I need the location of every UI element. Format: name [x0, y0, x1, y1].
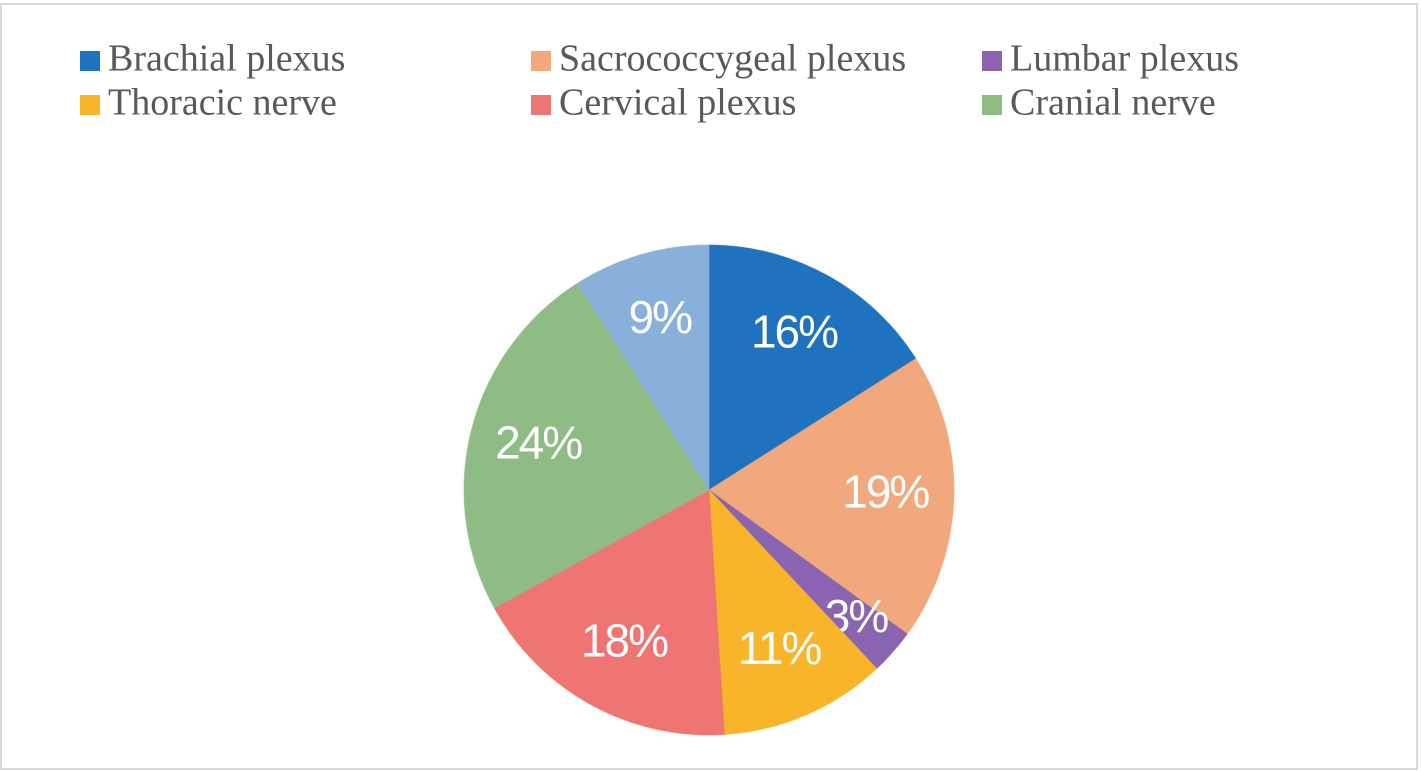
pie-slice: [708, 244, 917, 491]
legend-label: Lumbar plexus: [1010, 38, 1239, 80]
data-label: 18%: [581, 615, 668, 667]
pie-slice: [708, 358, 955, 635]
legend-swatch: [982, 95, 1002, 115]
legend-label: Brachial plexus: [108, 38, 345, 80]
pie-slice: [463, 282, 710, 609]
legend-swatch: [80, 95, 100, 115]
legend-swatch: [531, 95, 551, 115]
data-label: 9%: [629, 291, 693, 343]
legend-swatch: [531, 51, 551, 71]
legend-swatch: [80, 51, 100, 71]
data-label: 24%: [495, 416, 582, 468]
legend-label: Thoracic nerve: [108, 82, 337, 124]
pie-slice: [708, 488, 878, 736]
pie-slice: [577, 244, 710, 492]
pie-slice: [493, 489, 725, 736]
legend-label: Cervical plexus: [559, 82, 796, 124]
data-label: 11%: [738, 622, 822, 674]
legend-swatch: [982, 51, 1002, 71]
data-label: 19%: [842, 466, 929, 518]
legend-label: Sacrococcygeal plexus: [559, 38, 906, 80]
data-label: 16%: [751, 306, 838, 358]
legend-label: Cranial nerve: [1010, 82, 1216, 124]
